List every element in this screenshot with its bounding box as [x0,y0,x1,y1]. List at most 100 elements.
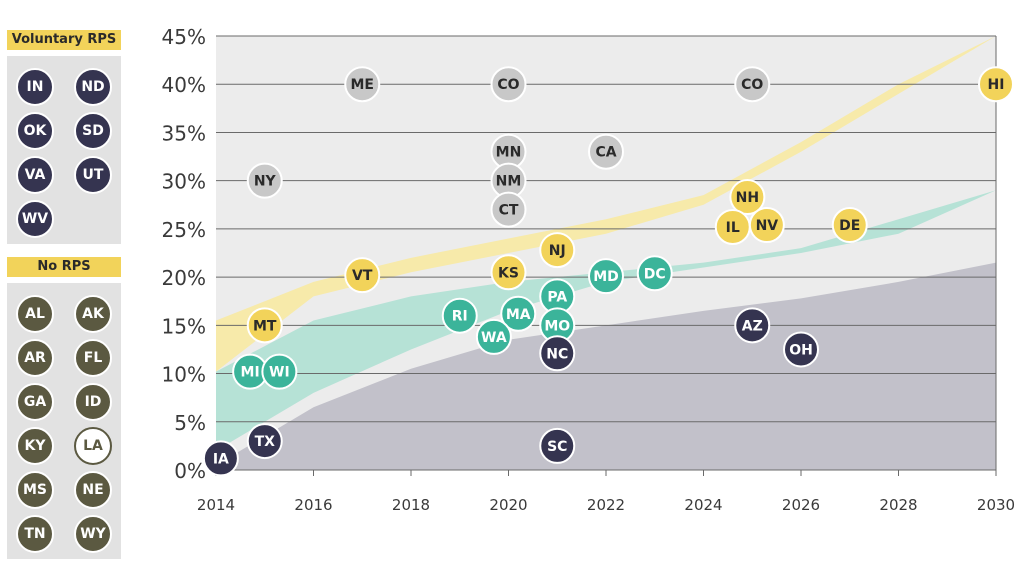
no-rps-title: No RPS [7,257,121,277]
point-label: CA [595,145,616,161]
legend-badge-none: GA [16,383,54,421]
state-point-tx: TX [246,423,283,460]
state-point-ca: CA [588,133,624,170]
y-tick-label: 30% [162,170,206,194]
point-label: OH [789,342,813,358]
state-point-sc: SC [539,427,576,464]
point-marker [783,331,819,368]
legend-badge-voluntary: ND [74,68,112,106]
legend-badge-none: AR [16,339,54,377]
point-label: CT [499,203,519,219]
point-marker [539,335,576,372]
state-point-ia: IA [202,440,239,477]
band-band_dark [216,262,996,470]
state-point-dc: DC [636,255,673,292]
point-label: ME [351,77,375,93]
state-point-mo: MO [539,307,576,344]
state-point-az: AZ [734,307,771,344]
y-tick-label: 10% [162,363,206,387]
point-marker [539,232,576,269]
point-marker [729,179,766,216]
point-marker [500,295,537,332]
y-tick-label: 15% [162,314,206,338]
point-marker [261,353,298,390]
point-label: MO [544,318,570,334]
point-label: MA [506,307,531,323]
state-point-nc: NC [539,335,576,372]
rps-chart: 0%5%10%15%20%25%30%35%40%45% 2014 2016 201… [162,25,1016,514]
y-tick-label: 45% [162,25,206,49]
y-tick-label: 25% [162,218,206,242]
x-axis: 2014 2016 2018 2020 2022 2024 2026 2028 2030 [197,470,1015,514]
y-tick-label: 40% [162,73,206,97]
point-marker [748,207,785,244]
target-bands [216,36,996,470]
legend-badge-none: FL [74,339,112,377]
point-label: WI [269,365,290,381]
state-point-mn: MN [490,133,527,170]
legend-badge-none: MS [16,471,54,509]
point-marker [246,423,283,460]
state-point-vt: VT [344,257,381,294]
point-label: DC [644,266,666,282]
point-label: KS [498,265,519,281]
legend-badge-none: TN [16,515,54,553]
state-point-nj: NJ [539,232,576,269]
point-marker [490,191,527,228]
state-point-me: ME [344,66,381,103]
state-point-de: DE [831,207,868,244]
state-point-ny: NY [246,162,283,199]
y-tick-label: 20% [162,266,206,290]
point-label: MI [241,365,260,381]
point-label: NV [756,218,779,234]
state-point-mt: MT [246,307,283,344]
point-label: NM [496,174,522,190]
y-tick-label: 35% [162,121,206,145]
legend-badge-none: WY [74,515,112,553]
state-point-co: CO [490,66,527,103]
point-label: CO [741,77,763,93]
state-point-md: MD [588,258,624,295]
voluntary-rps-title: Voluntary RPS [7,30,121,50]
legend: Voluntary RPS IN ND OK SD VA UT WV No RPS AL AK… [0,0,130,581]
x-tick-label: 2016 [294,496,332,514]
legend-badge-none: KY [16,427,54,465]
point-label: WA [481,330,507,346]
legend-badge-none: NE [74,471,112,509]
state-point-wi: WI [261,353,298,390]
point-label: SC [547,439,567,455]
point-marker [588,258,624,295]
point-label: HI [988,77,1005,93]
x-tick-label: 2024 [684,496,722,514]
point-label: IA [213,451,229,467]
point-label: NY [254,174,277,190]
point-label: NC [546,346,568,362]
state-point-il: IL [714,208,751,245]
legend-badge-none: LA [74,427,112,465]
x-tick-label: 2028 [879,496,917,514]
state-point-oh: OH [783,331,819,368]
point-marker [246,307,283,344]
y-tick-label: 5% [174,411,206,435]
point-marker [202,440,239,477]
x-tick-label: 2030 [977,496,1015,514]
point-marker [978,66,1014,103]
point-marker [636,255,673,292]
legend-badge-voluntary: IN [16,68,54,106]
point-label: NH [736,190,759,206]
point-marker [588,133,624,170]
legend-badge-voluntary: WV [16,200,54,238]
point-marker [490,66,527,103]
point-label: TX [255,434,276,450]
legend-badge-voluntary: UT [74,156,112,194]
no-rps-panel: AL AK AR FL GA ID KY LA MS NE TN WY [7,283,121,559]
x-tick-label: 2022 [587,496,625,514]
x-tick-label: 2014 [197,496,235,514]
legend-badge-voluntary: VA [16,156,54,194]
point-label: CO [497,77,519,93]
legend-badge-none: AK [74,295,112,333]
point-label: PA [547,289,567,305]
state-point-wa: WA [475,318,512,355]
band-band_teal [216,190,996,451]
state-point-hi: HI [978,66,1014,103]
